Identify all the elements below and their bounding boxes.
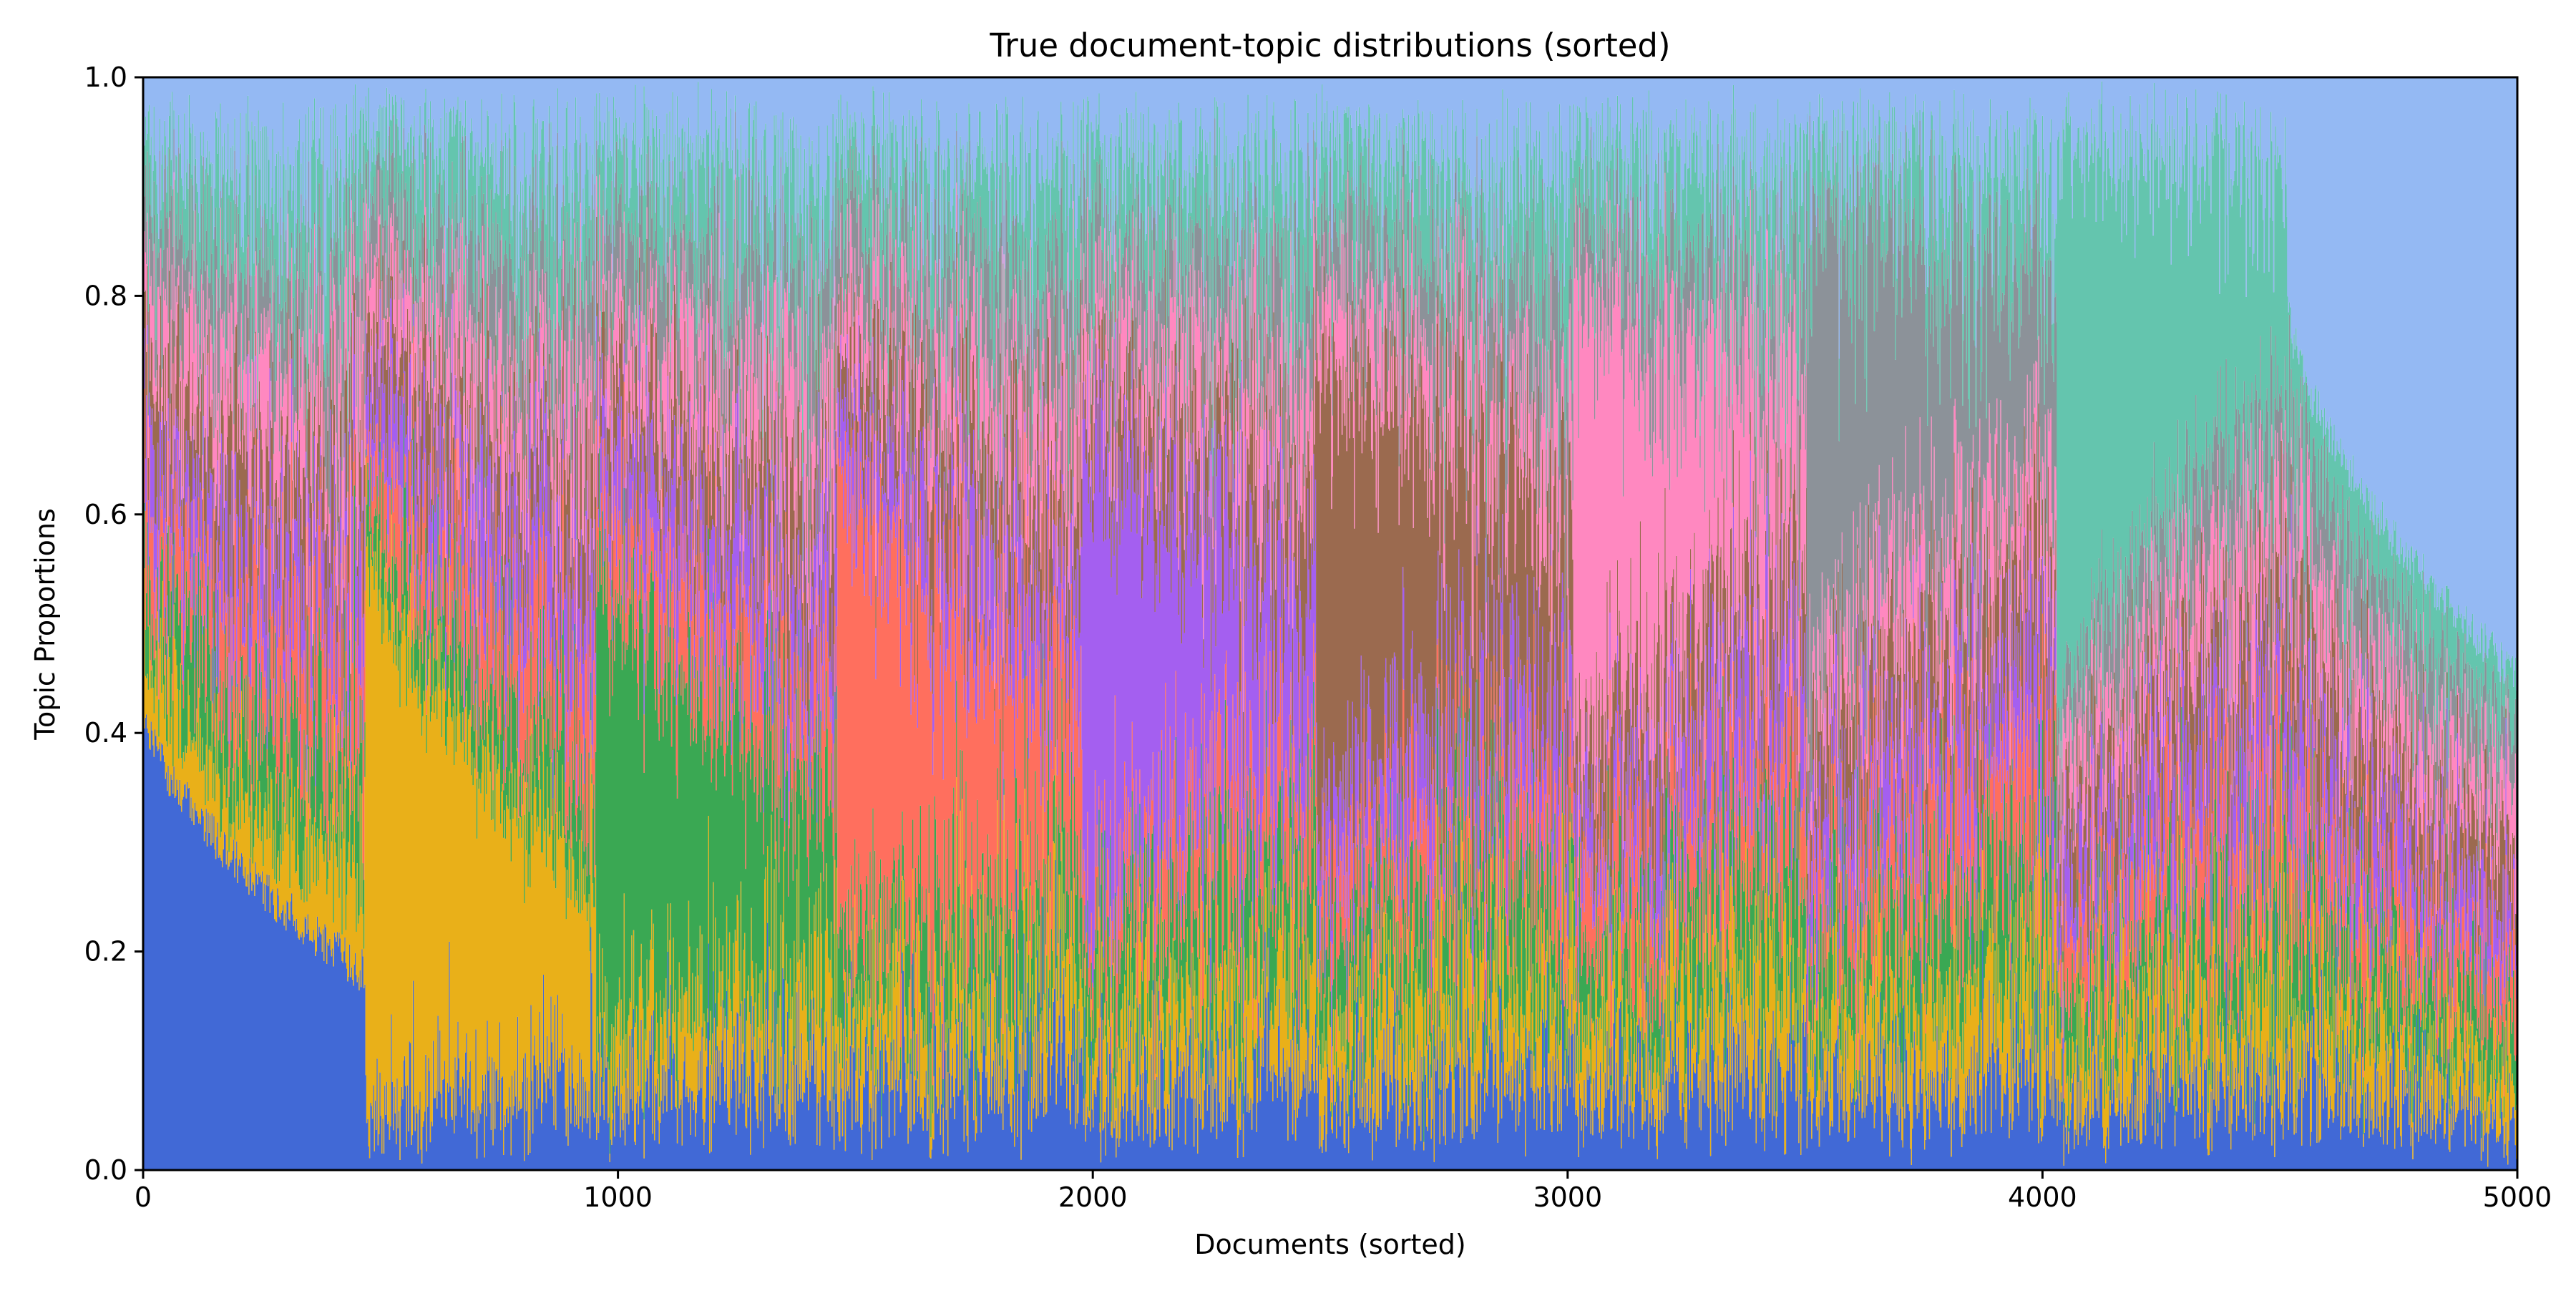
topic-6-area <box>143 159 2517 953</box>
y-tick-label: 0.2 <box>84 936 127 968</box>
x-tick-label: 4000 <box>2008 1182 2077 1213</box>
x-tick-label: 2000 <box>1058 1182 1128 1213</box>
y-tick-label: 1.0 <box>84 62 127 93</box>
x-tick-label: 3000 <box>1533 1182 1602 1213</box>
chart-title: True document-topic distributions (sorte… <box>989 26 1670 64</box>
x-axis: 0 1000 2000 3000 4000 5000 <box>135 1170 2552 1213</box>
y-tick-label: 0.6 <box>84 499 127 530</box>
plot-frame <box>142 76 2519 1171</box>
x-tick-label: 0 <box>135 1182 152 1213</box>
plot-area <box>143 77 2517 1170</box>
topic-7-area <box>143 112 2517 871</box>
topic-8-area <box>143 81 2517 779</box>
y-tick-label: 0.0 <box>84 1154 127 1186</box>
topic-5-area <box>143 215 2517 995</box>
y-tick-label: 0.4 <box>84 717 127 749</box>
x-axis-label: Documents (sorted) <box>1194 1229 1465 1260</box>
y-axis-label: Topic Proportions <box>29 508 61 741</box>
y-axis: 0.0 0.2 0.4 0.6 0.8 1.0 <box>84 62 143 1186</box>
topic-9-area <box>143 77 2517 691</box>
y-tick-label: 0.8 <box>84 280 127 311</box>
x-tick-label: 5000 <box>2483 1182 2552 1213</box>
topic-1-area <box>143 457 2517 1167</box>
topic-2-area <box>143 403 2517 1154</box>
x-tick-label: 1000 <box>583 1182 653 1213</box>
